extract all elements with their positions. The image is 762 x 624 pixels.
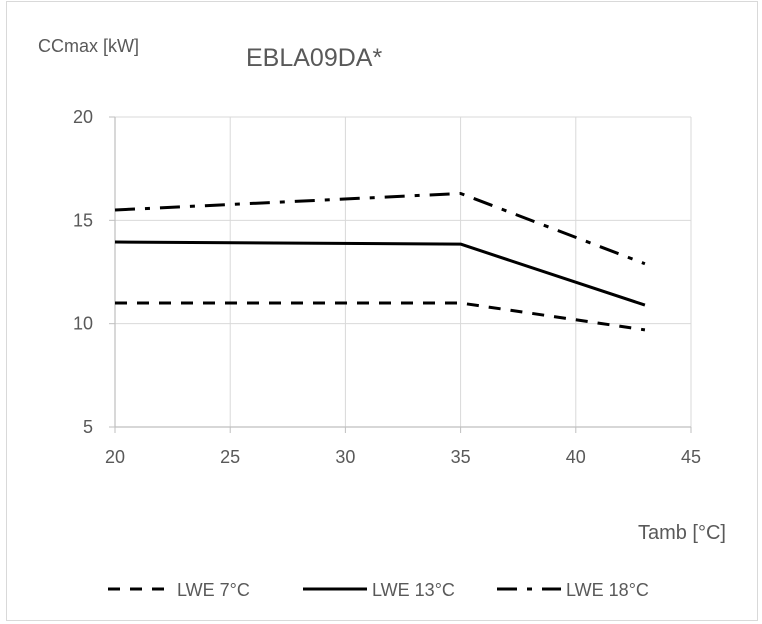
x-tick-label: 45	[681, 447, 701, 467]
series-line-2	[114, 240, 646, 307]
x-tick-label: 40	[566, 447, 586, 467]
series-line-1	[115, 301, 646, 332]
series-line-3	[114, 191, 646, 266]
x-tick-label: 35	[451, 447, 471, 467]
y-tick-label: 20	[73, 107, 93, 127]
y-tick-label: 10	[73, 314, 93, 334]
y-tick-label: 5	[83, 417, 93, 437]
legend-label-3: LWE 18°C	[566, 580, 649, 600]
y-axis-label: CCmax [kW]	[38, 36, 139, 56]
chart-title: EBLA09DA*	[246, 44, 383, 72]
legend-label-1: LWE 7°C	[177, 580, 250, 600]
legend-label-2: LWE 13°C	[372, 580, 455, 600]
x-tick-label: 20	[105, 447, 125, 467]
x-tick-label: 30	[335, 447, 355, 467]
x-tick-label: 25	[220, 447, 240, 467]
y-tick-label: 15	[73, 210, 93, 230]
chart-frame	[6, 1, 758, 621]
x-axis-label: Tamb [°C]	[637, 522, 726, 544]
